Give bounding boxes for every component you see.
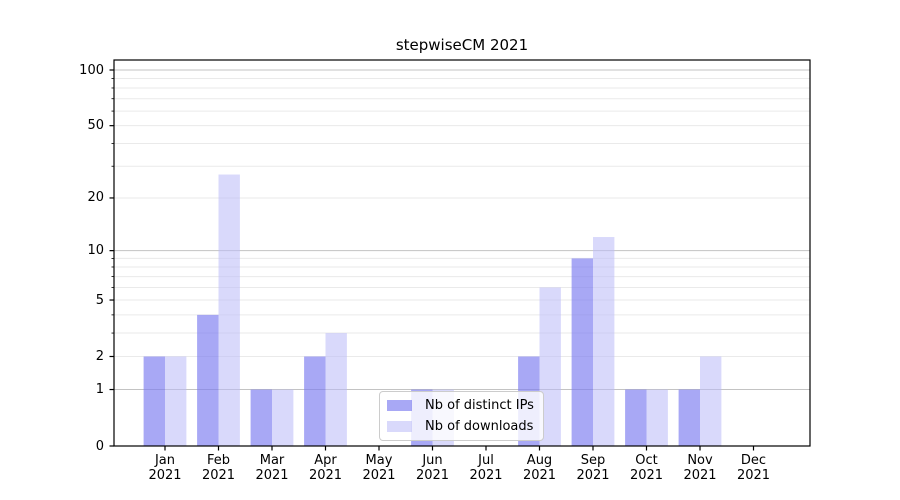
y-tick-label-1: 1 <box>95 382 104 398</box>
x-tick-label-sep: Sep 2021 <box>576 453 610 483</box>
bar-distinct-ips-nov <box>678 389 700 446</box>
x-tick-label-mar: Mar 2021 <box>255 453 289 483</box>
y-tick-label-2: 2 <box>95 348 104 364</box>
bar-distinct-ips-apr <box>304 356 326 446</box>
bar-downloads-aug <box>539 287 561 446</box>
bar-downloads-jan <box>165 356 187 446</box>
x-tick-label-jul: Jul 2021 <box>469 453 503 483</box>
y-tick-label-5: 5 <box>95 292 104 308</box>
bar-downloads-apr <box>325 333 347 446</box>
x-tick-label-dec: Dec 2021 <box>736 453 771 483</box>
x-tick-label-jun: Jun 2021 <box>415 453 450 483</box>
bar-downloads-mar <box>272 389 294 446</box>
legend-item-downloads: Nb of downloads <box>387 419 534 434</box>
bar-downloads-feb <box>218 174 240 446</box>
y-tick-label-100: 100 <box>79 62 104 78</box>
legend-swatch-downloads <box>387 421 412 432</box>
chart-title: stepwiseCM 2021 <box>395 36 529 54</box>
y-tick-label-10: 10 <box>87 243 104 259</box>
y-tick-label-50: 50 <box>87 118 104 134</box>
legend-label-downloads: Nb of downloads <box>425 419 534 434</box>
x-tick-label-aug: Aug 2021 <box>522 453 557 483</box>
legend-label-distinct-ips: Nb of distinct IPs <box>425 398 534 413</box>
x-tick-label-apr: Apr 2021 <box>308 453 343 483</box>
bar-downloads-sep <box>593 237 615 446</box>
legend-swatch-distinct-ips <box>387 400 412 411</box>
bar-distinct-ips-feb <box>197 314 219 446</box>
y-tick-label-20: 20 <box>87 190 104 206</box>
bar-distinct-ips-oct <box>625 389 647 446</box>
legend-item-distinct-ips: Nb of distinct IPs <box>387 398 534 413</box>
x-tick-label-oct: Oct 2021 <box>629 453 664 483</box>
legend: Nb of distinct IPs Nb of downloads <box>379 391 544 441</box>
x-tick-label-may: May 2021 <box>362 453 396 483</box>
bar-distinct-ips-mar <box>250 389 272 446</box>
bar-downloads-oct <box>646 389 668 446</box>
x-tick-label-jan: Jan 2021 <box>148 453 182 483</box>
bar-downloads-nov <box>700 356 722 446</box>
x-tick-label-feb: Feb 2021 <box>201 453 236 483</box>
plot-frame <box>113 59 811 447</box>
x-tick-label-nov: Nov 2021 <box>683 453 717 483</box>
y-tick-label-0: 0 <box>95 438 104 454</box>
bar-distinct-ips-sep <box>571 258 593 446</box>
bar-distinct-ips-jan <box>143 356 165 446</box>
